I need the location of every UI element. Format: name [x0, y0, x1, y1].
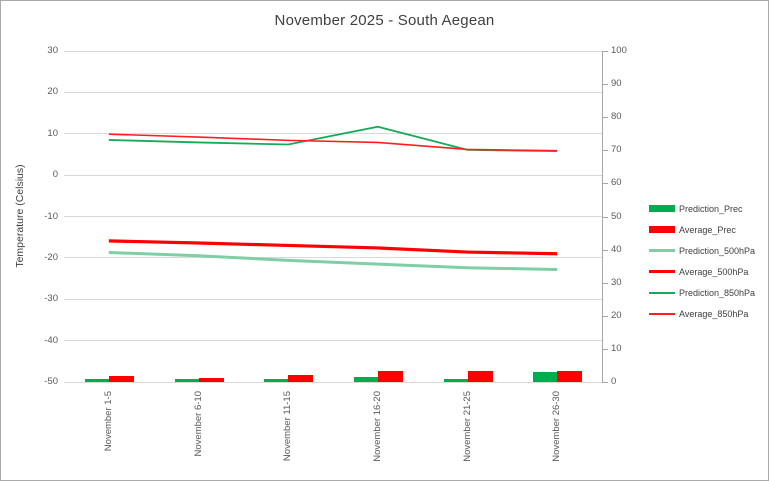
- right-axis-tick: [603, 150, 608, 152]
- legend-item-Prediction_850hPa: Prediction_850hPa: [649, 282, 755, 303]
- bar-Prediction_Prec: [174, 378, 199, 382]
- line-Average_500hPa: [108, 239, 558, 256]
- legend-swatch-Average_500hPa: [649, 269, 675, 274]
- legend-item-Average_850hPa: Average_850hPa: [649, 303, 755, 324]
- gridline: [64, 381, 602, 383]
- bar-Prediction_Prec: [533, 372, 558, 382]
- legend-swatch-Prediction_Prec: [649, 205, 675, 212]
- right-axis-tick-label: 0: [611, 376, 617, 387]
- right-axis-tick: [603, 348, 608, 350]
- legend-label: Average_500hPa: [679, 266, 749, 277]
- left-axis-tick-label: 20: [47, 86, 58, 98]
- bar-Average_Prec: [198, 377, 224, 382]
- right-axis-tick-label: 50: [611, 210, 622, 222]
- bar-Average_Prec: [108, 376, 134, 382]
- legend-item-Prediction_500hPa: Prediction_500hPa: [649, 240, 755, 261]
- bar-Average_Prec: [557, 371, 583, 382]
- gridline: [64, 50, 602, 52]
- legend-label: Prediction_500hPa: [679, 245, 756, 256]
- legend-label: Prediction_850hPa: [679, 287, 756, 298]
- left-axis-tick-label: -30: [44, 293, 58, 305]
- legend-label: Prediction_Prec: [679, 203, 743, 214]
- gridline: [64, 340, 602, 342]
- right-axis-tick: [603, 51, 608, 52]
- bar-Average_Prec: [288, 375, 314, 382]
- chart-title: November 2025 - South Aegean: [274, 12, 495, 29]
- right-axis-line: [602, 51, 603, 383]
- right-axis-tick: [603, 117, 608, 119]
- right-axis-tick-label: 40: [611, 243, 622, 255]
- gridline: [64, 257, 602, 259]
- legend: Prediction_Prec Average_Prec Prediction_50…: [649, 198, 755, 324]
- line-Prediction_500hPa: [108, 250, 558, 271]
- legend-label: Average_850hPa: [679, 308, 749, 319]
- left-axis-tick-label: -50: [44, 376, 58, 387]
- right-axis-tick-label: 90: [611, 78, 622, 90]
- legend-item-Average_500hPa: Average_500hPa: [649, 261, 755, 282]
- legend-item-Prediction_Prec: Prediction_Prec: [649, 198, 755, 219]
- line-Prediction_850hPa: [108, 125, 558, 153]
- left-axis-tick-label: 10: [47, 127, 58, 139]
- legend-swatch-Average_Prec: [649, 226, 675, 233]
- left-axis-tick-label: 0: [52, 169, 58, 181]
- right-axis-tick: [603, 84, 608, 86]
- legend-swatch-Prediction_850hPa: [649, 291, 675, 294]
- bar-Average_Prec: [377, 371, 403, 382]
- right-axis-tick: [603, 183, 608, 185]
- right-axis-tick-label: 100: [611, 45, 627, 56]
- line-Average_850hPa: [108, 133, 558, 152]
- right-axis-tick: [603, 216, 608, 218]
- bar-Prediction_Prec: [353, 377, 378, 382]
- gridline: [64, 133, 602, 135]
- right-axis-tick-label: 10: [611, 342, 622, 354]
- right-axis-tick: [603, 315, 608, 317]
- legend-swatch-Average_850hPa: [649, 312, 675, 315]
- right-axis-tick-label: 30: [611, 276, 622, 288]
- gridline: [64, 216, 602, 217]
- right-axis-tick: [603, 282, 608, 284]
- gridline: [64, 174, 602, 176]
- right-axis-tick: [603, 249, 608, 251]
- right-axis-tick-label: 80: [611, 111, 622, 123]
- left-axis-tick-label: 30: [47, 45, 58, 56]
- bar-Prediction_Prec: [443, 378, 468, 382]
- bar-Prediction_Prec: [84, 378, 109, 382]
- left-axis-tick-label: -20: [44, 251, 58, 263]
- left-axis-tick-label: -40: [44, 334, 58, 346]
- gridline: [64, 298, 602, 300]
- right-axis-tick-label: 70: [611, 144, 622, 156]
- right-axis-tick-label: 20: [611, 309, 622, 321]
- legend-item-Average_Prec: Average_Prec: [649, 219, 755, 240]
- bar-Prediction_Prec: [264, 379, 289, 382]
- left-axis-tick-label: -10: [44, 210, 58, 222]
- right-axis-tick-label: 60: [611, 177, 622, 189]
- bar-Average_Prec: [467, 370, 493, 382]
- legend-swatch-Prediction_500hPa: [649, 249, 675, 252]
- legend-label: Average_Prec: [679, 224, 736, 235]
- gridline: [64, 91, 602, 93]
- right-axis-tick: [603, 382, 608, 383]
